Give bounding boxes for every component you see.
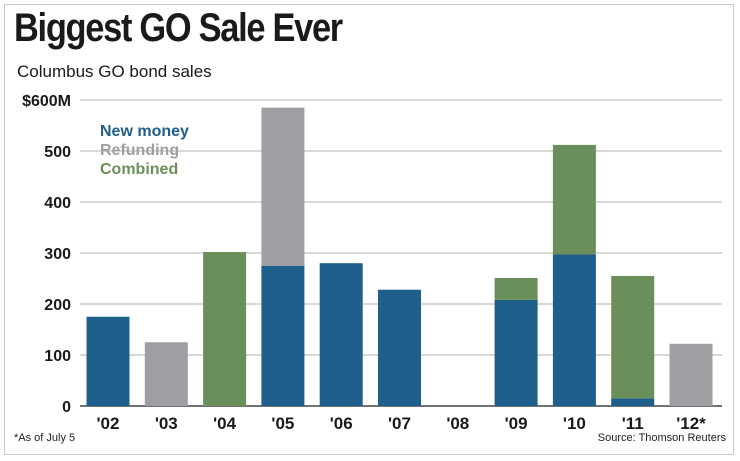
bar-new-money bbox=[611, 398, 655, 406]
x-tick-label: '05 bbox=[271, 414, 294, 433]
bar-combined bbox=[203, 251, 247, 406]
bar-new-money bbox=[378, 289, 421, 406]
x-tick-label: '04 bbox=[213, 414, 236, 433]
x-tick-label: '09 bbox=[505, 414, 528, 433]
x-tick-label: '12* bbox=[676, 414, 706, 433]
x-tick-label: '03 bbox=[155, 414, 178, 433]
bar-new-money bbox=[494, 299, 538, 406]
bar-refunding bbox=[261, 107, 305, 266]
bar-new-money bbox=[552, 254, 596, 406]
x-tick-label: '07 bbox=[388, 414, 411, 433]
footnote: *As of July 5 bbox=[14, 432, 76, 444]
y-tick-label: 400 bbox=[44, 195, 71, 212]
chart-title: Biggest GO Sale Ever bbox=[14, 6, 343, 50]
bar-combined bbox=[611, 275, 655, 399]
legend-entry: New money bbox=[100, 123, 189, 140]
chart-subtitle: Columbus GO bond sales bbox=[17, 62, 212, 81]
source-note: Source: Thomson Reuters bbox=[597, 432, 726, 444]
legend-entry: Combined bbox=[100, 161, 178, 178]
bar-new-money bbox=[86, 316, 130, 406]
x-tick-label: '08 bbox=[446, 414, 469, 433]
x-tick-label: '02 bbox=[97, 414, 120, 433]
y-tick-label: 500 bbox=[44, 144, 71, 161]
bar-refunding bbox=[669, 343, 713, 406]
x-tick-label: '06 bbox=[330, 414, 353, 433]
bar-new-money bbox=[261, 265, 305, 406]
y-tick-label: 200 bbox=[44, 297, 71, 314]
legend-entry: Refunding bbox=[100, 142, 179, 159]
x-tick-label: '11 bbox=[622, 414, 644, 433]
bar-combined bbox=[552, 144, 596, 255]
y-tick-label: 300 bbox=[44, 246, 71, 263]
y-tick-label: $600M bbox=[22, 93, 71, 110]
bar-refunding bbox=[144, 342, 188, 406]
y-tick-label: 0 bbox=[62, 399, 71, 416]
bar-combined bbox=[494, 277, 538, 300]
x-tick-label: '10 bbox=[563, 414, 586, 433]
y-tick-label: 100 bbox=[44, 348, 71, 365]
bar-new-money bbox=[319, 263, 363, 406]
